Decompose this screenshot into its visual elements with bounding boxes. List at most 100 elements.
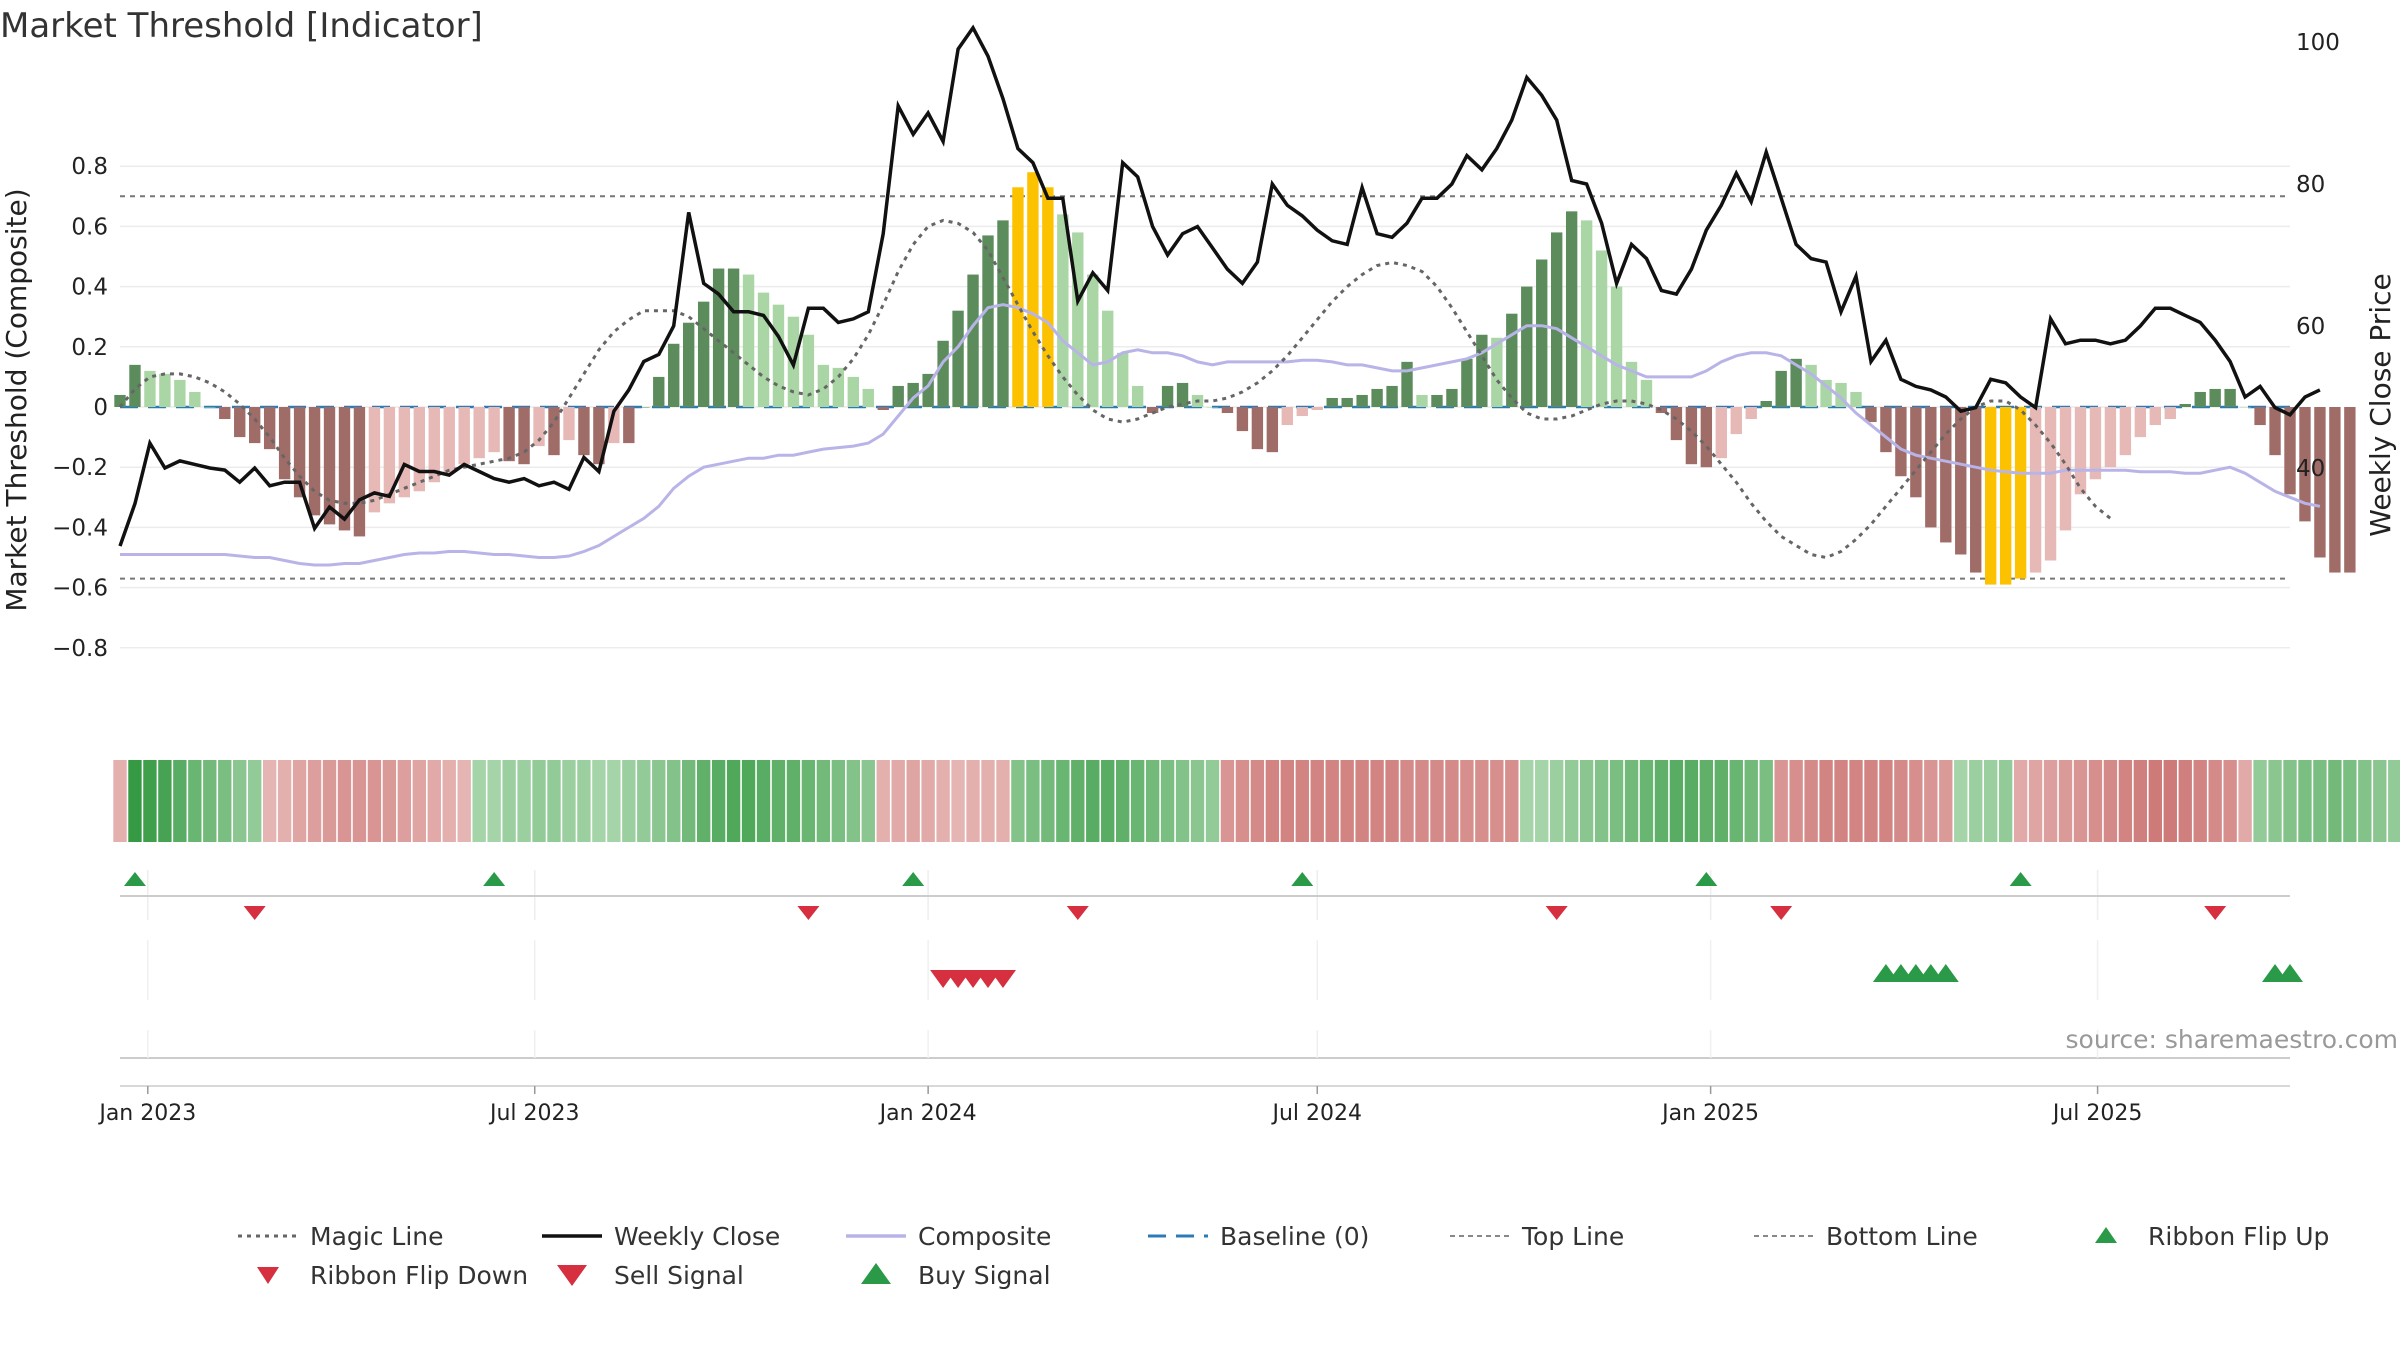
legend-item-composite: Composite — [846, 1222, 1051, 1251]
right-tick-label: 80 — [2296, 172, 2325, 198]
ribbon-cell — [1954, 760, 1968, 842]
histogram-bar — [1042, 187, 1054, 407]
ribbon-cell — [248, 760, 262, 842]
histogram-bar — [1386, 385, 1398, 407]
ribbon-cell — [607, 760, 621, 842]
ribbon-cell — [1086, 760, 1100, 842]
x-tick-label: Jan 2023 — [97, 1101, 196, 1126]
histogram-bar — [1835, 382, 1847, 407]
ribbon-cell — [726, 760, 741, 842]
histogram-bar — [638, 407, 650, 408]
ribbon-cell — [1939, 760, 1953, 842]
ribbon-cell — [1774, 760, 1788, 842]
ribbon-cell — [1280, 760, 1294, 842]
ribbon-cell — [2073, 760, 2088, 842]
buy-signal-marker — [2277, 964, 2303, 982]
legend-swatch — [2095, 1227, 2117, 1243]
histogram-bar — [1416, 394, 1428, 407]
histogram-bar — [1221, 407, 1234, 414]
ribbon-cell — [1250, 760, 1265, 842]
left-tick-label: −0.6 — [52, 576, 108, 602]
legend-label: Sell Signal — [614, 1261, 744, 1290]
histogram-bar — [653, 376, 665, 407]
ribbon-cell — [337, 760, 352, 842]
ribbon-flip-up-marker — [123, 872, 146, 886]
histogram-bar — [2074, 407, 2087, 495]
histogram-bar — [608, 407, 620, 444]
legend-item-close: Weekly Close — [542, 1222, 780, 1251]
histogram-bar — [1820, 379, 1832, 407]
ribbon-cell — [1984, 760, 1998, 842]
ribbon-cell — [1145, 760, 1160, 842]
ribbon-cell — [756, 760, 771, 842]
histogram-bar — [2119, 407, 2132, 456]
ribbon-cell — [2208, 760, 2222, 842]
histogram-bar — [1805, 364, 1817, 407]
histogram-bar — [2194, 391, 2206, 407]
ribbon-cell — [1864, 760, 1878, 842]
left-tick-label: 0.2 — [71, 335, 108, 361]
histogram-bar — [2164, 407, 2176, 420]
ribbon-flip-down-marker — [2204, 906, 2227, 920]
ribbon-cell — [1056, 760, 1070, 842]
histogram-bar — [518, 407, 530, 465]
histogram-bar — [2269, 407, 2281, 456]
x-axis-ticks: Jan 2023 Jul 2023 Jan 2024 Jul 2024 Jan 2025… — [97, 1086, 2142, 1126]
ribbon-cell — [322, 760, 337, 842]
ribbon-cell — [2103, 760, 2118, 842]
ribbon-cell — [1834, 760, 1848, 842]
histogram-bar — [1610, 286, 1623, 407]
ribbon-cell — [233, 760, 247, 842]
histogram-bar — [1506, 313, 1518, 407]
histogram-bar — [1146, 407, 1159, 414]
histogram-bar — [249, 407, 261, 444]
ribbon-cell — [592, 760, 606, 842]
histogram-bar — [1326, 397, 1338, 407]
histogram-bar — [1251, 407, 1264, 450]
ribbon-cell — [1011, 760, 1025, 842]
ribbon-cell — [846, 760, 860, 842]
ribbon-cell — [128, 760, 142, 842]
histogram-bar — [1281, 407, 1293, 426]
ribbon-cell — [1684, 760, 1699, 842]
histogram-bar — [293, 407, 306, 498]
left-tick-label: −0.8 — [52, 636, 108, 662]
ribbon-cell — [2268, 760, 2282, 842]
ribbon-cell — [577, 760, 591, 842]
histogram-bar — [683, 322, 695, 407]
ribbon-cell — [1894, 760, 1908, 842]
ribbon-cell — [2223, 760, 2237, 842]
ribbon-cell — [188, 760, 202, 842]
histogram-bar — [548, 407, 560, 456]
ribbon-cell — [1699, 760, 1714, 842]
legend-label: Buy Signal — [918, 1261, 1051, 1290]
ribbon-cell — [2088, 760, 2103, 842]
ribbon-cell — [1130, 760, 1145, 842]
histogram-bar — [1580, 220, 1593, 407]
ribbon-cell — [1235, 760, 1250, 842]
ribbon-cell — [1310, 760, 1324, 842]
legend-item-flipdown: Ribbon Flip Down — [257, 1261, 528, 1290]
ribbon-cell — [2193, 760, 2207, 842]
histogram-bar — [892, 385, 904, 407]
ribbon-cell — [1654, 760, 1669, 842]
histogram-bar — [668, 343, 680, 407]
ribbon-cell — [1340, 760, 1354, 842]
histogram-bar — [1072, 232, 1084, 407]
x-tick-label: Jul 2024 — [1270, 1101, 1362, 1126]
legend-label: Magic Line — [310, 1222, 444, 1251]
ribbon-cell — [2238, 760, 2252, 842]
composite-line — [120, 303, 2321, 567]
right-axis-ticks: 100 80 60 40 — [2296, 30, 2340, 482]
series-lines — [118, 24, 2321, 567]
histogram-bars — [114, 172, 2356, 585]
ribbon-cell — [1355, 760, 1369, 842]
ribbon-cell — [1175, 760, 1190, 842]
ribbon-cell — [2328, 760, 2342, 842]
histogram-bar — [1625, 361, 1638, 407]
histogram-bar — [1131, 385, 1144, 407]
ribbon-cell — [1639, 760, 1654, 842]
ribbon-flip-up-marker — [1695, 872, 1718, 886]
ribbon-cell — [996, 760, 1010, 842]
